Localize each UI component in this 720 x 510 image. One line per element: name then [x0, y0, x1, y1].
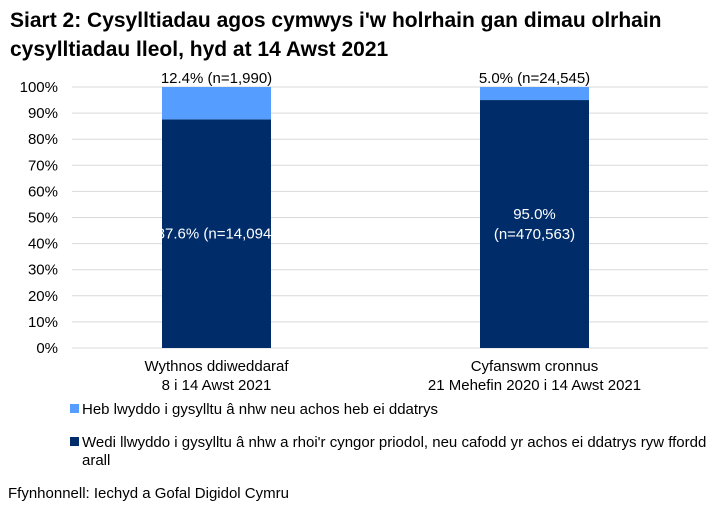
- x-tick-label: 21 Mehefin 2020 i 14 Awst 2021: [428, 377, 641, 394]
- legend-swatch-dark: [70, 437, 79, 446]
- y-tick-label: 0%: [36, 340, 58, 357]
- x-tick-label: Cyfanswm cronnus: [471, 358, 599, 375]
- bar-segment: [480, 100, 589, 348]
- bar-segment: [162, 87, 271, 120]
- data-label: 5.0% (n=24,545): [479, 70, 590, 87]
- source-note: Ffynhonnell: Iechyd a Gofal Digidol Cymr…: [8, 485, 289, 502]
- chart-title: Siart 2: Cysylltiadau agos cymwys i'w ho…: [10, 9, 662, 61]
- y-tick-label: 90%: [28, 105, 58, 122]
- data-label: 87.6% (n=14,094): [157, 226, 277, 243]
- y-tick-label: 30%: [28, 262, 58, 279]
- y-tick-label: 50%: [28, 210, 58, 227]
- data-label: 95.0%: [513, 206, 556, 223]
- data-label: 12.4% (n=1,990): [161, 70, 272, 87]
- legend-swatch-light: [70, 404, 79, 413]
- y-tick-label: 60%: [28, 183, 58, 200]
- y-tick-label: 20%: [28, 288, 58, 305]
- bar-segment: [162, 119, 271, 348]
- y-tick-label: 100%: [20, 79, 58, 96]
- legend-label: Heb lwyddo i gysylltu â nhw neu achos he…: [82, 401, 439, 418]
- legend-item-unresolved: Heb lwyddo i gysylltu â nhw neu achos he…: [70, 401, 438, 419]
- y-tick-label: 80%: [28, 131, 58, 148]
- x-tick-label: 8 i 14 Awst 2021: [162, 377, 272, 394]
- legend-label: Wedi llwyddo i gysylltu â nhw a rhoi'r c…: [82, 434, 707, 469]
- legend-item-resolved: Wedi llwyddo i gysylltu â nhw a rhoi'r c…: [70, 434, 712, 470]
- data-label: (n=470,563): [494, 226, 575, 243]
- x-tick-label: Wythnos ddiweddaraf: [144, 358, 289, 375]
- y-tick-label: 10%: [28, 314, 58, 331]
- y-tick-label: 40%: [28, 236, 58, 253]
- bar-segment: [480, 87, 589, 101]
- y-tick-label: 70%: [28, 157, 58, 174]
